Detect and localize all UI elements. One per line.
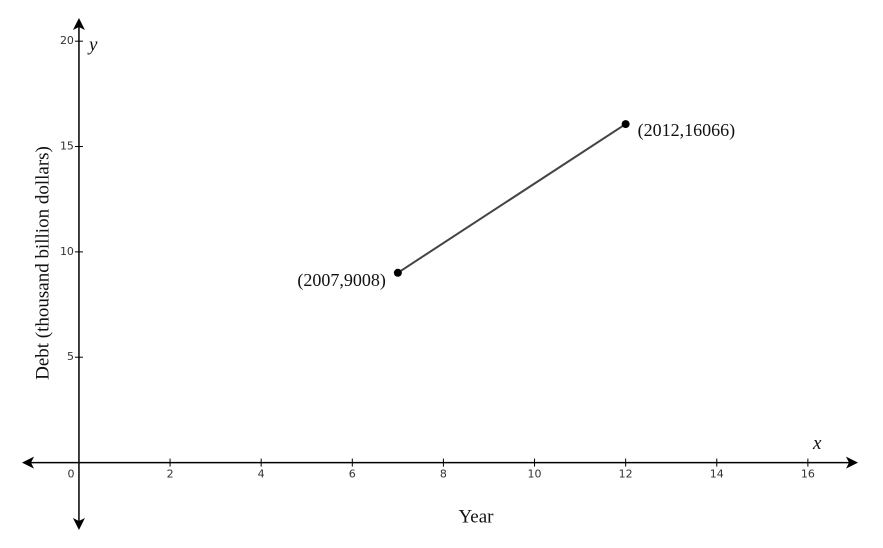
- x-tick-label: 0: [67, 468, 74, 481]
- y-tick-label: 20: [60, 34, 74, 47]
- axis-letter: y: [87, 34, 98, 55]
- arrow: [846, 456, 858, 469]
- y-tick-label: 5: [67, 350, 74, 363]
- y-tick-label: 15: [60, 140, 74, 153]
- arrow: [72, 518, 85, 530]
- arrow: [72, 18, 85, 30]
- y-axis-label: Debt (thousand billion dollars): [32, 146, 53, 380]
- arrow: [22, 456, 34, 469]
- x-tick-label: 2: [167, 468, 174, 481]
- x-tick-label: 14: [710, 468, 724, 481]
- point-label: (2007,9008): [297, 270, 386, 291]
- x-tick-label: 10: [528, 468, 542, 481]
- y-tick-label: 10: [60, 245, 74, 258]
- x-tick-label: 6: [349, 468, 356, 481]
- x-axis-label: Year: [458, 506, 494, 527]
- line: [397, 123, 627, 274]
- x-tick-label: 16: [801, 468, 815, 481]
- point-label: (2012,16066): [638, 120, 736, 141]
- x-tick-label: 12: [619, 468, 633, 481]
- axis-letter: x: [812, 433, 822, 454]
- point: [393, 268, 402, 277]
- point: [621, 120, 630, 129]
- x-tick-label: 4: [258, 468, 265, 481]
- x-tick-label: 8: [440, 468, 447, 481]
